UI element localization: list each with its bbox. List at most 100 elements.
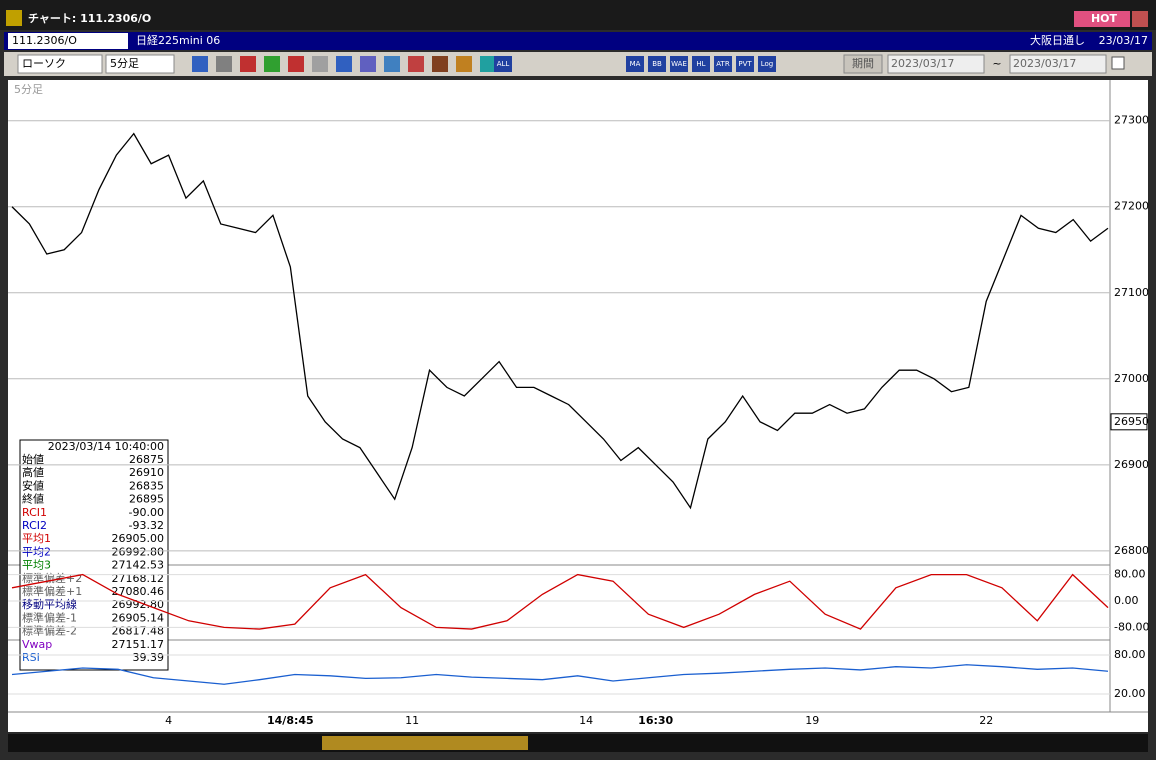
- scrollbar: [8, 734, 1148, 752]
- from-date[interactable]: 2023/03/17: [891, 57, 954, 70]
- tool-icon[interactable]: [456, 56, 472, 72]
- info-label: 始値: [22, 452, 44, 466]
- info-value: 26910: [129, 466, 164, 479]
- tool-icon[interactable]: [758, 56, 776, 72]
- chart-type-select[interactable]: [17, 54, 103, 74]
- info-value: 27142.53: [112, 559, 165, 572]
- tool-icon-label[interactable]: WAE: [671, 60, 687, 68]
- info-label: RCI1: [22, 506, 47, 519]
- tool-icon[interactable]: [288, 56, 304, 72]
- info-label: 標準偏差+2: [22, 571, 82, 585]
- info-label: 平均3: [22, 559, 51, 572]
- tool-icon[interactable]: [192, 56, 208, 72]
- info-datetime: 2023/03/14 10:40:00: [48, 440, 164, 453]
- rsi-line: [11, 664, 1109, 685]
- x-tick-label: 14: [579, 714, 593, 727]
- tool-icon-label[interactable]: BB: [652, 60, 662, 68]
- tool-icon[interactable]: [360, 56, 376, 72]
- to-date[interactable]: 2023/03/17: [1013, 57, 1076, 70]
- tool-icon-label[interactable]: ALL: [497, 60, 510, 68]
- to-input[interactable]: [1009, 54, 1107, 74]
- from-input[interactable]: [887, 54, 985, 74]
- close-button[interactable]: [1132, 11, 1148, 27]
- info-value: -93.32: [129, 519, 164, 532]
- info-label: RCI2: [22, 519, 47, 532]
- tool-icon-label[interactable]: HL: [696, 60, 705, 68]
- period-select[interactable]: [105, 54, 175, 74]
- y-tick-label: 80.00: [1114, 568, 1146, 581]
- x-tick-label: 14/8:45: [267, 714, 314, 727]
- tool-icon[interactable]: [648, 56, 666, 72]
- symbol[interactable]: 111.2306/O: [12, 34, 77, 47]
- tool-icon-label[interactable]: ATR: [716, 60, 730, 68]
- date: 23/03/17: [1099, 34, 1148, 47]
- timeframe: 5分足: [14, 83, 43, 96]
- tool-icon-label[interactable]: MA: [630, 60, 641, 68]
- range-label[interactable]: 期間: [852, 57, 874, 70]
- x-tick-label: 19: [805, 714, 819, 727]
- tool-icon[interactable]: [216, 56, 232, 72]
- y-tick-label: 27200: [1114, 200, 1149, 213]
- checkbox[interactable]: [1111, 56, 1125, 70]
- info-value: -90.00: [129, 506, 164, 519]
- y-tick-label: 27300: [1114, 114, 1149, 127]
- info-value: 26835: [129, 479, 164, 492]
- hot-button[interactable]: [1074, 11, 1130, 27]
- tool-icon[interactable]: [240, 56, 256, 72]
- scroll-thumb[interactable]: [322, 736, 528, 750]
- range-button[interactable]: [843, 54, 883, 74]
- last-price-box: [1110, 413, 1148, 431]
- info-label: 平均1: [22, 532, 51, 545]
- window-title: チャート: 111.2306/O: [28, 12, 151, 25]
- info-label: 終値: [22, 492, 44, 506]
- tool-icon[interactable]: [312, 56, 328, 72]
- chart-area: [8, 80, 1148, 732]
- info-value: 26905.14: [112, 611, 165, 624]
- rci-line: [11, 573, 1109, 630]
- tool-icon[interactable]: [714, 56, 732, 72]
- tool-icon[interactable]: [408, 56, 424, 72]
- info-value: 27151.17: [112, 638, 165, 651]
- symbol-name: 日経225mini 06: [136, 34, 220, 47]
- tool-icon[interactable]: [692, 56, 710, 72]
- info-value: 26895: [129, 493, 164, 506]
- tool-icon[interactable]: [494, 56, 512, 72]
- last-price: 26950: [1114, 415, 1149, 428]
- tool-icon[interactable]: [626, 56, 644, 72]
- tool-icon[interactable]: [384, 56, 400, 72]
- title-bar: [0, 0, 1156, 30]
- market: 大阪日通し: [1030, 33, 1085, 47]
- x-tick-label: 4: [165, 714, 172, 727]
- info-value: 26875: [129, 453, 164, 466]
- info-value: 27080.46: [112, 585, 165, 598]
- app-icon: [6, 10, 22, 26]
- tool-icon[interactable]: [736, 56, 754, 72]
- symbol-select[interactable]: [8, 33, 128, 49]
- tool-icon-label[interactable]: PVT: [738, 60, 752, 68]
- info-value: 26992.80: [112, 545, 165, 558]
- info-label: RSI: [22, 651, 40, 664]
- info-box: [19, 439, 169, 671]
- tool-icon[interactable]: [480, 56, 496, 72]
- period[interactable]: 5分足: [110, 57, 139, 70]
- y-tick-label: 0.00: [1114, 594, 1139, 607]
- y-tick-label: 80.00: [1114, 648, 1146, 661]
- y-tick-label: 27000: [1114, 372, 1149, 385]
- tool-icon-label[interactable]: Log: [761, 60, 774, 68]
- info-label: 高値: [22, 465, 44, 479]
- chart-type[interactable]: ローソク: [22, 57, 66, 70]
- info-label: 移動平均線: [22, 597, 77, 611]
- price-line: [11, 132, 1109, 510]
- info-label: 標準偏差+1: [22, 584, 82, 598]
- y-tick-label: 27100: [1114, 286, 1149, 299]
- hot-label[interactable]: HOT: [1091, 12, 1118, 25]
- tool-icon[interactable]: [264, 56, 280, 72]
- tool-icon[interactable]: [670, 56, 688, 72]
- toolbar-icons: ALL MA BB WAE HL ATR PVT Log: [192, 56, 776, 72]
- tool-icon[interactable]: [336, 56, 352, 72]
- tool-icon[interactable]: [432, 56, 448, 72]
- info-value: 39.39: [133, 651, 165, 664]
- info-label: 平均2: [22, 545, 51, 558]
